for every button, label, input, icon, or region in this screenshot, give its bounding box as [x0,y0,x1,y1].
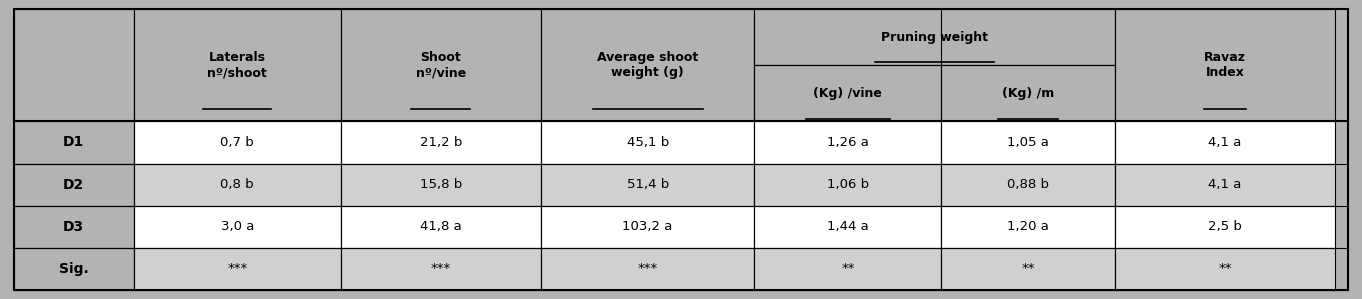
Text: 15,8 b: 15,8 b [419,178,462,191]
Text: 1,06 b: 1,06 b [827,178,869,191]
Bar [1114,9,1335,121]
Text: 21,2 b: 21,2 b [419,136,462,149]
Bar [14,164,133,206]
Text: 3,0 a: 3,0 a [221,220,253,233]
Text: 45,1 b: 45,1 b [627,136,669,149]
Text: Sig.: Sig. [59,262,89,276]
Bar [1114,164,1335,206]
Bar [133,248,340,290]
Bar [755,164,941,206]
Text: 2,5 b: 2,5 b [1208,220,1242,233]
Bar [1114,248,1335,290]
Bar [541,121,755,164]
Bar [340,164,541,206]
Text: 4,1 a: 4,1 a [1208,178,1242,191]
Text: (Kg) /vine: (Kg) /vine [813,87,883,100]
Bar [941,248,1114,290]
Text: 4,1 a: 4,1 a [1208,136,1242,149]
Bar [755,206,941,248]
Text: 51,4 b: 51,4 b [627,178,669,191]
Bar [340,248,541,290]
Text: D3: D3 [63,220,84,234]
Bar [340,206,541,248]
Bar [133,206,340,248]
Text: 1,20 a: 1,20 a [1007,220,1049,233]
Bar [541,206,755,248]
Bar [133,9,340,121]
Text: 0,88 b: 0,88 b [1007,178,1049,191]
Text: 0,8 b: 0,8 b [221,178,253,191]
Bar [941,121,1114,164]
Text: 1,26 a: 1,26 a [827,136,869,149]
Bar [541,9,755,121]
Text: Pruning weight: Pruning weight [881,30,987,44]
Text: 103,2 a: 103,2 a [622,220,673,233]
Bar [1114,206,1335,248]
Text: 0,7 b: 0,7 b [221,136,255,149]
Text: D2: D2 [63,178,84,192]
Bar [755,248,941,290]
Text: ***: *** [227,263,248,275]
Text: D1: D1 [63,135,84,150]
Bar [755,9,1114,65]
Bar [14,206,133,248]
Text: Laterals
nº/shoot: Laterals nº/shoot [207,51,267,79]
Bar [941,164,1114,206]
Bar [541,248,755,290]
Text: **: ** [1022,263,1035,275]
Text: 1,05 a: 1,05 a [1007,136,1049,149]
Bar [941,65,1114,121]
Text: **: ** [842,263,854,275]
Text: 41,8 a: 41,8 a [419,220,462,233]
Bar [340,121,541,164]
Bar [755,121,941,164]
Bar [14,248,133,290]
Text: ***: *** [637,263,658,275]
Text: **: ** [1218,263,1231,275]
Bar [941,206,1114,248]
Text: 1,44 a: 1,44 a [827,220,869,233]
Text: Average shoot
weight (g): Average shoot weight (g) [597,51,699,79]
Text: Ravaz
Index: Ravaz Index [1204,51,1246,79]
Bar [14,121,133,164]
Text: ***: *** [430,263,451,275]
Bar [133,164,340,206]
Bar [340,9,541,121]
Bar [755,65,941,121]
Text: (Kg) /m: (Kg) /m [1002,87,1054,100]
Bar [1114,121,1335,164]
Bar [14,9,133,121]
Text: Shoot
nº/vine: Shoot nº/vine [415,51,466,79]
Bar [541,164,755,206]
Bar [133,121,340,164]
